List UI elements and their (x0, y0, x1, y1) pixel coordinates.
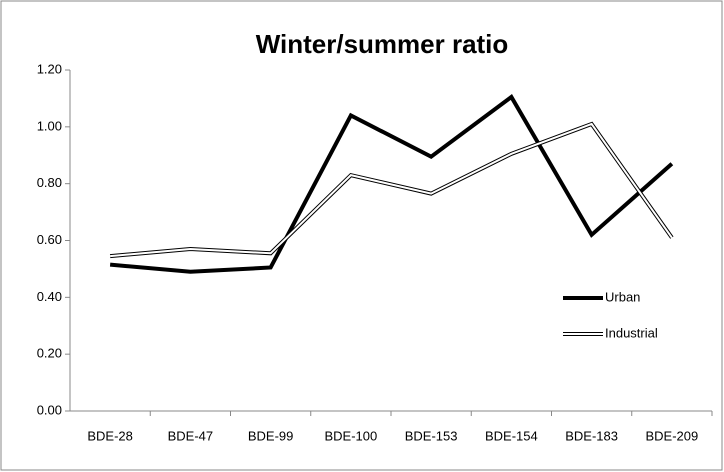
y-tick-label: 1.20 (37, 61, 62, 76)
x-tick-label: BDE-99 (248, 428, 294, 443)
x-tick-label: BDE-100 (325, 428, 378, 443)
line (109, 94, 674, 274)
y-tick-label: 1.00 (37, 118, 62, 133)
y-tick-label: 0.40 (37, 289, 62, 304)
y-tick-label: 0.20 (37, 346, 62, 361)
x-tick-label: BDE-47 (168, 428, 214, 443)
chart-title: Winter/summer ratio (256, 29, 509, 59)
line (110, 122, 673, 258)
x-tick-label: BDE-28 (87, 428, 133, 443)
x-tick-label: BDE-154 (485, 428, 538, 443)
y-tick-label: 0.60 (37, 232, 62, 247)
legend-label: Industrial (605, 325, 658, 340)
legend-label: Urban (605, 289, 640, 304)
y-tick-label: 0.80 (37, 175, 62, 190)
y-tick-label: 0.00 (37, 402, 62, 417)
x-tick-label: BDE-183 (565, 428, 618, 443)
x-tick-label: BDE-153 (405, 428, 458, 443)
x-tick-label: BDE-209 (646, 428, 699, 443)
